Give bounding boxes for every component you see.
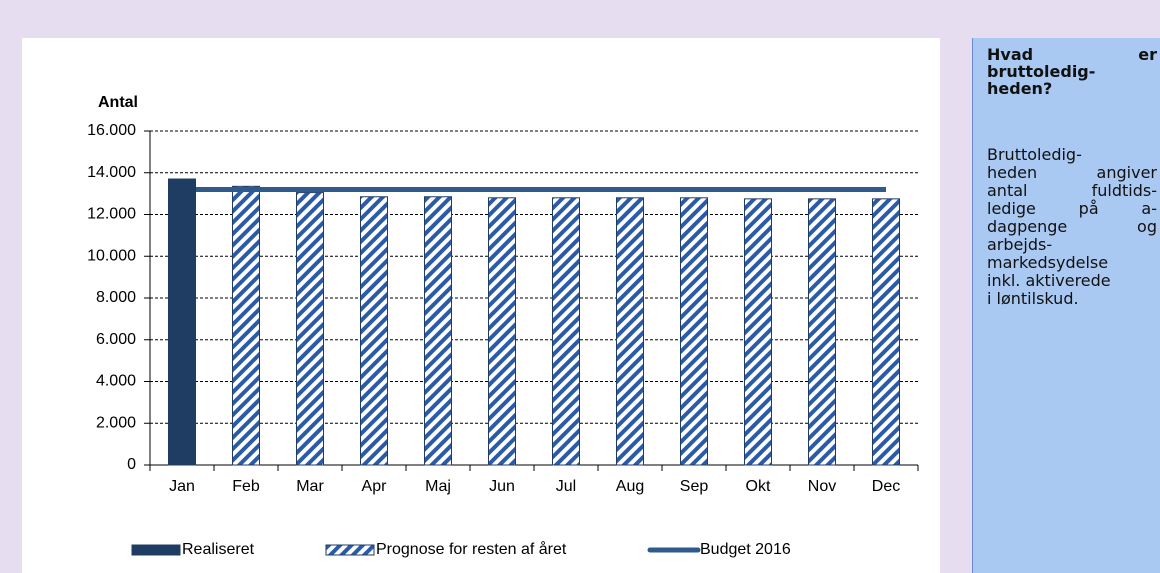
side-title-line: bruttoledig- [987,62,1096,81]
legend-label: Prognose for resten af året [376,540,567,558]
x-tick-label: Jul [556,478,576,495]
bar [616,197,644,466]
bar [488,197,516,466]
bar [296,192,324,466]
side-body-line: antal fuldtids- [987,181,1157,200]
bar [360,196,388,466]
y-tick-label: 4.000 [96,373,136,390]
x-tick-label: Aug [616,478,644,495]
side-body-line: ledige på a- [987,199,1157,218]
legend-swatch [131,544,181,556]
legend-swatch [325,544,375,556]
bar [744,198,772,466]
legend-label: Budget 2016 [700,541,791,558]
side-body-line: arbejds- [987,235,1053,254]
side-body-line: i løntilskud. [987,289,1079,308]
y-tick-label: 12.000 [87,206,136,223]
side-body-line: dagpenge og [987,217,1157,236]
y-tick-label: 2.000 [96,414,136,431]
x-tick-label: Mar [296,478,324,495]
side-panel: Hvad er bruttoledig-heden? Bruttoledig-he… [972,38,1160,573]
chart: Antal 0 2.000 4.000 6.000 8.000 10.000 12.000 1… [87,94,919,558]
y-axis-label: Antal [98,94,138,111]
side-body: Bruttoledig-heden angiver antal fuldtids-… [987,146,1157,308]
side-body-line: heden angiver [987,163,1157,182]
bar [232,185,260,466]
y-tick-label: 14.000 [87,164,136,181]
bar [424,196,452,466]
bar [872,198,900,466]
bar [808,198,836,466]
bar [168,178,196,466]
y-tick-label: 8.000 [96,289,136,306]
side-body-line: Bruttoledig- [987,145,1082,164]
bar [680,197,708,466]
x-tick-label: Maj [425,478,451,495]
x-tick-label: Feb [232,478,260,495]
x-tick-label: Sep [680,478,709,495]
x-tick-label: Jun [489,478,515,495]
y-tick-label: 16.000 [87,122,136,139]
side-title-line: heden? [987,79,1053,98]
x-tick-label: Apr [362,478,388,495]
x-tick-label: Dec [872,478,900,495]
side-body-line: markedsydelse [987,253,1109,272]
y-tick-label: 6.000 [96,331,136,348]
x-tick-label: Okt [746,478,771,495]
legend-label: Realiseret [182,541,255,558]
y-tick-label: 0 [127,456,136,473]
bar [552,197,580,466]
x-tick-label: Jan [169,478,195,495]
side-body-line: inkl. aktiverede [987,271,1111,290]
side-title: Hvad er bruttoledig-heden? [987,46,1157,97]
side-title-line: Hvad er [987,45,1157,64]
x-tick-label: Nov [808,478,836,495]
y-tick-label: 10.000 [87,247,136,264]
